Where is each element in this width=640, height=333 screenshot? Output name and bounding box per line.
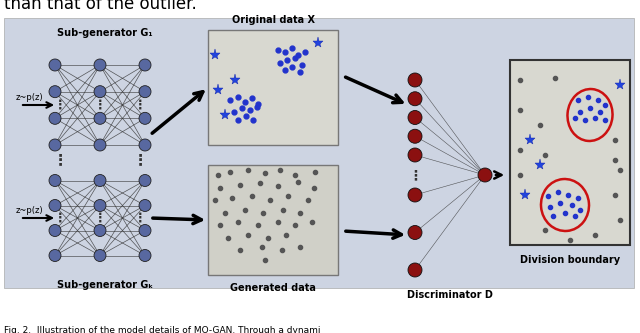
Circle shape xyxy=(139,139,151,151)
Circle shape xyxy=(94,224,106,236)
Circle shape xyxy=(49,249,61,261)
Circle shape xyxy=(408,129,422,143)
Text: Generated data: Generated data xyxy=(230,283,316,293)
Circle shape xyxy=(139,249,151,261)
Circle shape xyxy=(94,199,106,211)
Circle shape xyxy=(139,224,151,236)
Circle shape xyxy=(408,263,422,277)
Circle shape xyxy=(408,92,422,106)
Text: Discriminator D: Discriminator D xyxy=(407,290,493,300)
Circle shape xyxy=(94,174,106,186)
Text: ⋮: ⋮ xyxy=(134,99,147,112)
Text: ⋮: ⋮ xyxy=(132,153,148,167)
Circle shape xyxy=(94,112,106,124)
Circle shape xyxy=(139,86,151,98)
Text: ⋮: ⋮ xyxy=(54,99,67,112)
Circle shape xyxy=(94,249,106,261)
Circle shape xyxy=(408,148,422,162)
Circle shape xyxy=(94,59,106,71)
Text: ⋮: ⋮ xyxy=(93,99,106,112)
Circle shape xyxy=(49,59,61,71)
Text: ⋮: ⋮ xyxy=(52,153,68,167)
Circle shape xyxy=(408,73,422,87)
Text: Original data X: Original data X xyxy=(232,15,314,25)
Text: ⋮: ⋮ xyxy=(54,211,67,224)
Circle shape xyxy=(49,224,61,236)
Text: ⋮: ⋮ xyxy=(93,211,106,224)
FancyBboxPatch shape xyxy=(4,18,634,288)
Circle shape xyxy=(94,86,106,98)
Text: Fig. 2.  Illustration of the model details of MO-GAN. Through a dynami: Fig. 2. Illustration of the model detail… xyxy=(4,326,321,333)
FancyBboxPatch shape xyxy=(208,30,338,145)
Text: than that of the outlier.: than that of the outlier. xyxy=(4,0,196,13)
Circle shape xyxy=(408,188,422,202)
Circle shape xyxy=(139,174,151,186)
Circle shape xyxy=(49,139,61,151)
Circle shape xyxy=(408,111,422,125)
Circle shape xyxy=(94,139,106,151)
FancyBboxPatch shape xyxy=(510,60,630,245)
Circle shape xyxy=(49,86,61,98)
Circle shape xyxy=(49,112,61,124)
Circle shape xyxy=(49,199,61,211)
Circle shape xyxy=(478,168,492,182)
Text: z~p(z): z~p(z) xyxy=(16,93,44,102)
FancyBboxPatch shape xyxy=(208,165,338,275)
Circle shape xyxy=(139,112,151,124)
Text: Sub-generator Gₖ: Sub-generator Gₖ xyxy=(57,280,153,290)
Text: z~p(z): z~p(z) xyxy=(16,206,44,215)
Circle shape xyxy=(408,225,422,239)
Text: ⋮: ⋮ xyxy=(134,211,147,224)
Circle shape xyxy=(49,174,61,186)
Circle shape xyxy=(139,59,151,71)
Text: ⋮: ⋮ xyxy=(408,168,422,182)
Circle shape xyxy=(139,199,151,211)
Text: Sub-generator G₁: Sub-generator G₁ xyxy=(57,28,153,38)
Text: Division boundary: Division boundary xyxy=(520,255,620,265)
